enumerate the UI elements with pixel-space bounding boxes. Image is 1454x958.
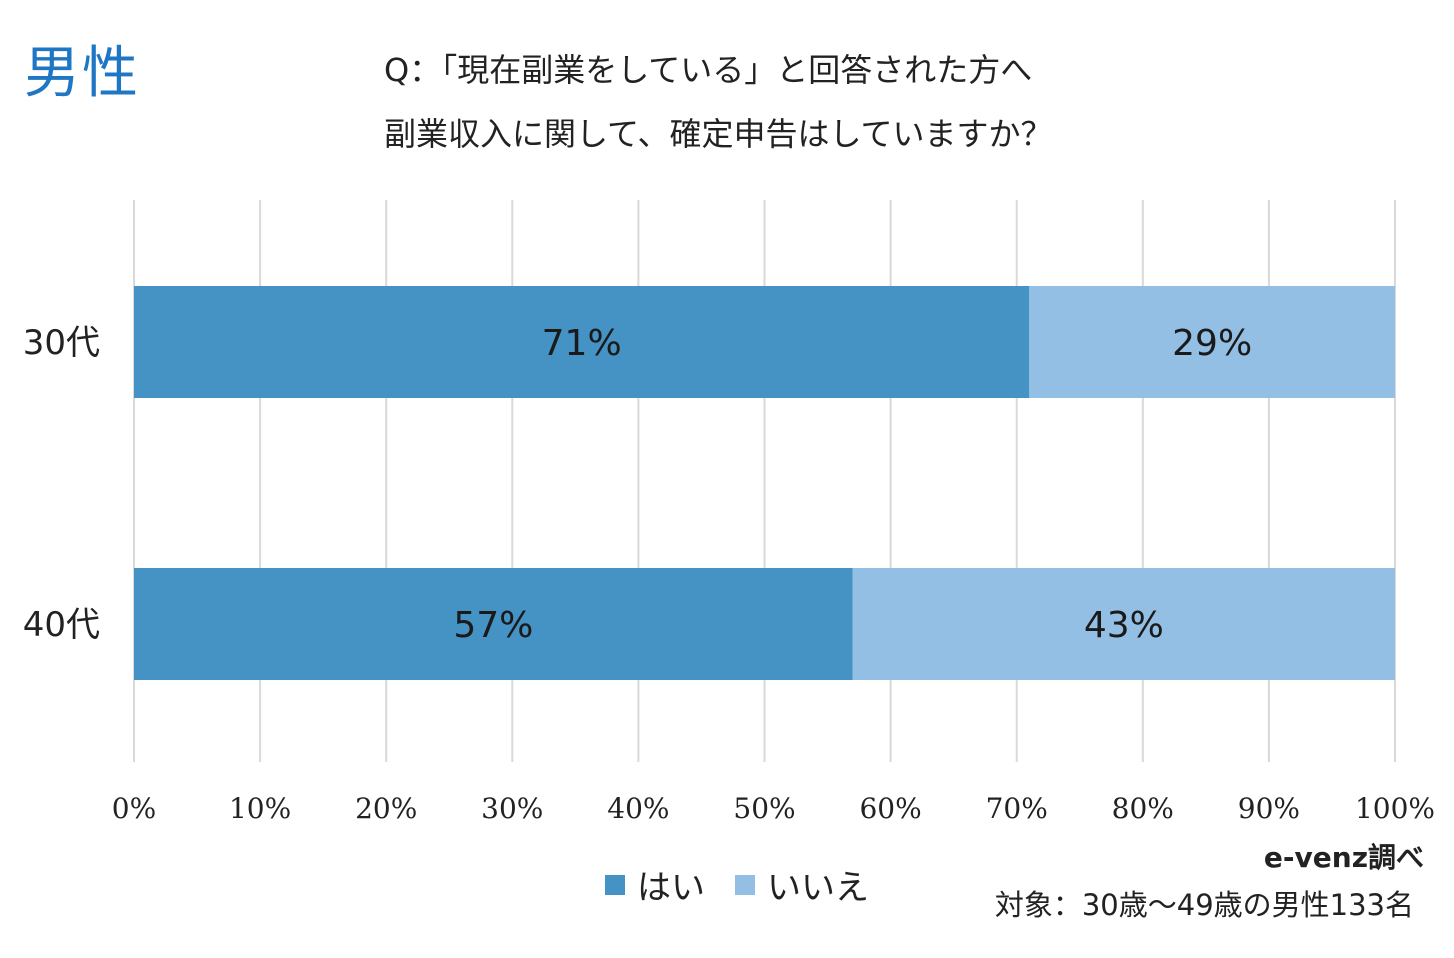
bar-segment-yes [134, 286, 1030, 398]
x-tick-label: 100% [1355, 792, 1435, 825]
question-line-1: Q：「現在副業をしている」と回答された方へ [384, 51, 1033, 89]
x-tick-label: 60% [859, 792, 921, 825]
x-tick-label: 80% [1112, 792, 1174, 825]
bar-segment-no [1029, 286, 1395, 398]
x-tick-label: 10% [229, 792, 291, 825]
chart-question: Q：「現在副業をしている」と回答された方へ 副業収入に関して、確定申告はしていま… [384, 38, 1052, 166]
category-label: 30代 [23, 323, 100, 363]
legend-swatch-no [735, 874, 755, 895]
x-tick-label: 0% [112, 792, 156, 825]
source-note: e-venz調べ [1263, 841, 1424, 874]
legend-item-yes: はい [605, 860, 705, 909]
x-tick-label: 40% [607, 792, 669, 825]
legend-label-no: いいえ [767, 868, 869, 908]
bar-segment-yes [134, 568, 853, 680]
x-tick-label: 90% [1238, 792, 1300, 825]
x-tick-label: 30% [481, 792, 543, 825]
gender-label: 男性 [24, 41, 140, 106]
legend-label-yes: はい [637, 868, 705, 908]
bar-data-label: 43% [1084, 605, 1164, 646]
question-line-2: 副業収入に関して、確定申告はしていますか？ [384, 115, 1053, 153]
bar-data-label: 57% [453, 605, 533, 646]
x-tick-label: 50% [733, 792, 795, 825]
category-label: 40代 [23, 605, 100, 645]
chart-legend: はい いいえ [605, 860, 899, 909]
bar-data-label: 29% [1172, 323, 1252, 364]
target-note: 対象：30歳〜49歳の男性133名 [994, 888, 1414, 922]
x-tick-label: 20% [355, 792, 417, 825]
legend-item-no: いいえ [735, 860, 869, 909]
bar-data-label: 71% [542, 323, 622, 364]
bar-segment-no [852, 568, 1395, 680]
legend-swatch-yes [605, 874, 625, 895]
x-tick-label: 70% [986, 792, 1048, 825]
